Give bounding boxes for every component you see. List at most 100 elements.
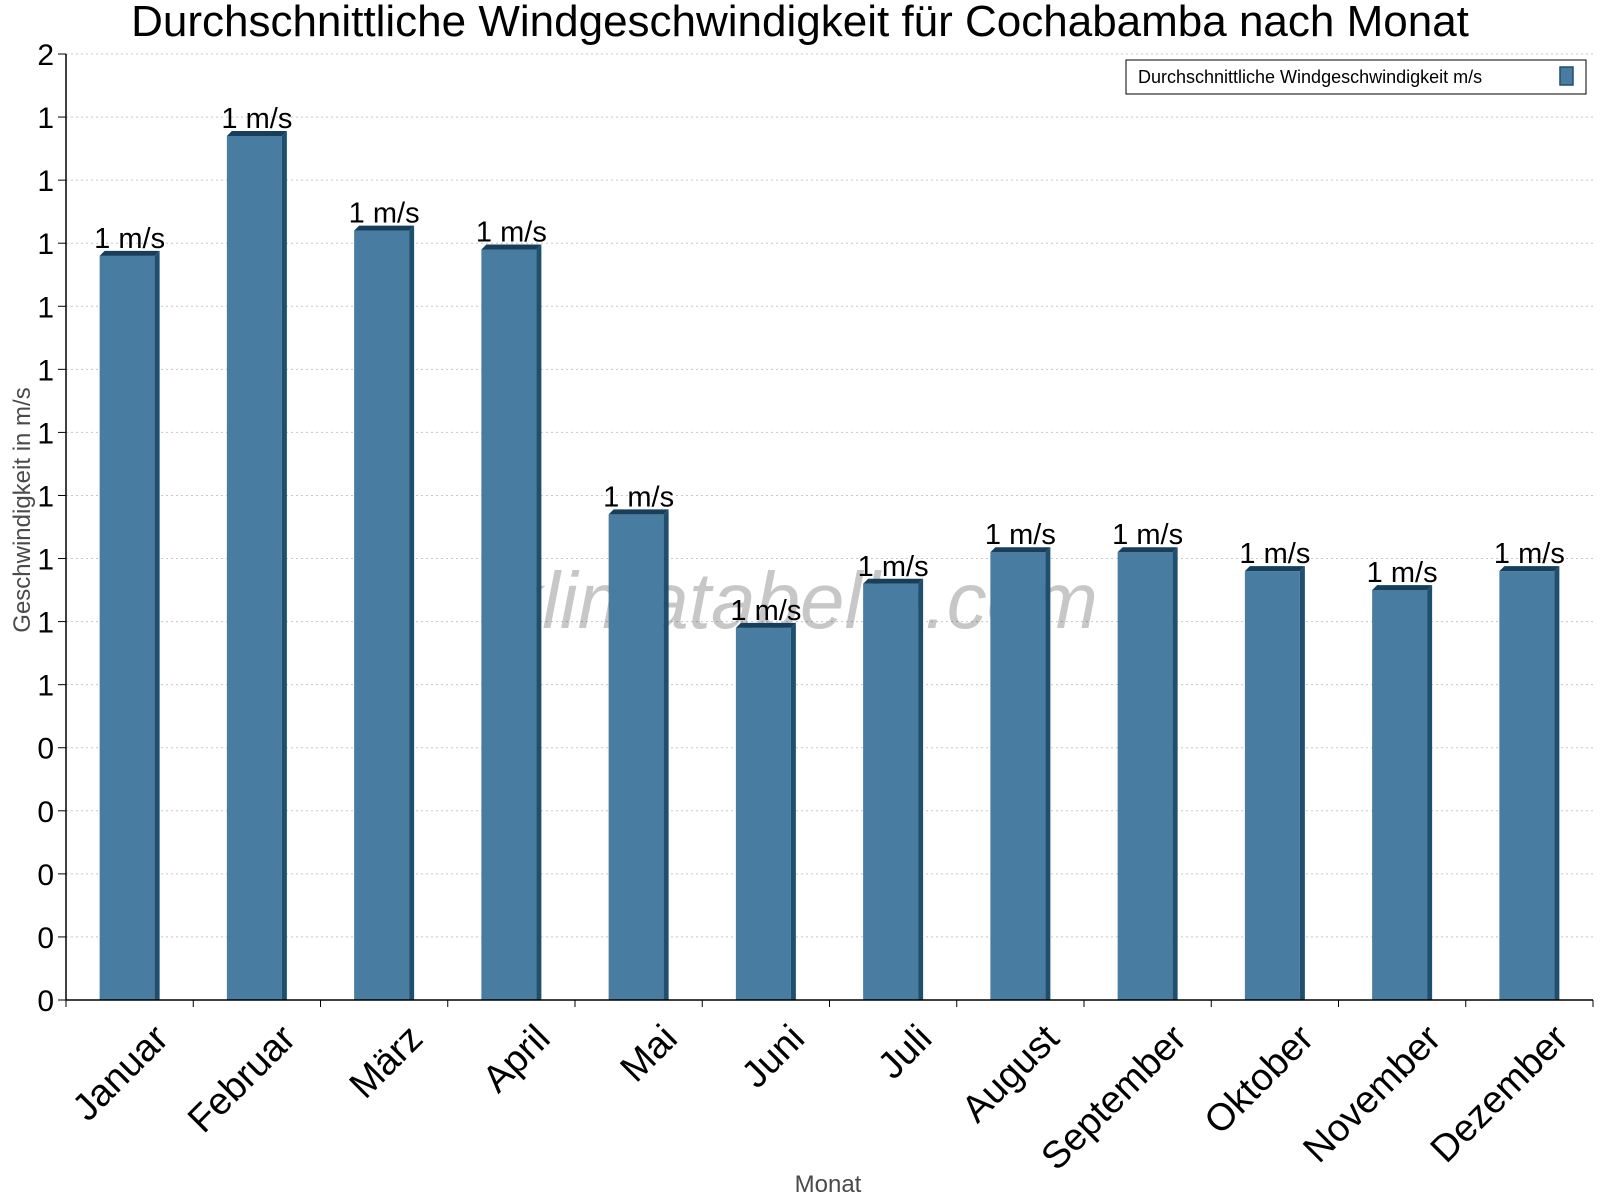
- data-label: 1 m/s: [858, 551, 929, 583]
- bar: [1244, 566, 1305, 1000]
- y-tick-label: 1: [37, 228, 54, 261]
- y-tick-labels: 0 0 0 0 0 1 1 1 1 1 1 1 1 1 1 2: [37, 39, 54, 1018]
- bar-side: [663, 509, 669, 1000]
- bar-side: [1045, 547, 1051, 1000]
- y-tick-label: 1: [37, 102, 54, 135]
- legend-box: [1125, 59, 1587, 95]
- bar-top: [226, 130, 287, 136]
- data-label: 1 m/s: [603, 481, 674, 513]
- bar: [735, 622, 796, 1000]
- x-tick-label: März: [342, 1017, 431, 1106]
- y-tick-label: 1: [37, 291, 54, 324]
- bar-top: [863, 578, 924, 584]
- y-tick-label: 2: [37, 39, 54, 72]
- bar-side: [1554, 566, 1560, 1000]
- bar: [990, 547, 1051, 1000]
- bar-side: [790, 622, 796, 1000]
- bar-face: [608, 514, 664, 1000]
- bar-face: [354, 230, 410, 1000]
- y-tick-label: 1: [37, 607, 54, 640]
- bar-top: [99, 250, 160, 256]
- y-tick-label: 0: [37, 796, 54, 829]
- y-tick-label: 0: [37, 859, 54, 892]
- grid-lines: [66, 53, 1593, 938]
- bar-side: [1172, 547, 1178, 1000]
- bar: [99, 250, 160, 1000]
- data-label: 1 m/s: [1494, 538, 1565, 570]
- bar-top: [735, 622, 796, 628]
- data-label: 1 m/s: [221, 103, 292, 135]
- bar-face: [735, 627, 791, 1000]
- data-label: 1 m/s: [985, 519, 1056, 551]
- bar-side: [1299, 566, 1305, 1000]
- data-label: 1 m/s: [94, 223, 165, 255]
- bar-face: [1372, 590, 1428, 1000]
- bar-top: [481, 244, 542, 250]
- bars-group: [99, 130, 1560, 1001]
- bar-top: [1244, 566, 1305, 572]
- bar-face: [990, 552, 1046, 1000]
- axes-group: [58, 53, 1594, 1007]
- bar-side: [154, 250, 160, 1000]
- bar-face: [1244, 571, 1300, 1000]
- bar-side: [409, 225, 415, 1000]
- bar-face: [1499, 571, 1555, 1000]
- bar: [1117, 547, 1178, 1000]
- x-tick-label: April: [475, 1017, 558, 1100]
- bar-top: [1372, 585, 1433, 591]
- data-label: 1 m/s: [1239, 538, 1310, 570]
- data-label: 1 m/s: [349, 198, 420, 230]
- legend-label: Durchschnittliche Windgeschwindigkeit m/…: [1138, 67, 1482, 87]
- bar-top: [608, 509, 669, 515]
- bar: [608, 509, 669, 1000]
- y-tick-label: 1: [37, 544, 54, 577]
- bar-top: [354, 225, 415, 231]
- x-tick-label: November: [1296, 1017, 1450, 1171]
- y-tick-label: 1: [37, 417, 54, 450]
- x-axis-title: Monat: [795, 1171, 862, 1198]
- bar-face: [863, 583, 919, 1000]
- bar: [481, 244, 542, 1001]
- y-tick-label: 1: [37, 354, 54, 387]
- legend-swatch: [1559, 66, 1574, 86]
- chart-title: Durchschnittliche Windgeschwindigkeit fü…: [131, 0, 1469, 46]
- data-label: 1 m/s: [476, 217, 547, 249]
- x-tick-label: August: [954, 1017, 1068, 1131]
- bar-face: [99, 255, 155, 1000]
- x-tick-label: Mai: [613, 1017, 686, 1090]
- bar: [863, 578, 924, 1000]
- y-tick-label: 0: [37, 922, 54, 955]
- bar-top: [990, 547, 1051, 553]
- x-tick-label: Dezember: [1423, 1017, 1577, 1171]
- x-tick-label: Juli: [870, 1017, 940, 1087]
- data-label: 1 m/s: [730, 595, 801, 627]
- bar-face: [1117, 552, 1173, 1000]
- y-axis-title: Geschwindigkeit in m/s: [9, 387, 36, 632]
- bar-top: [1117, 547, 1178, 553]
- data-label: 1 m/s: [1367, 557, 1438, 589]
- bar: [226, 130, 287, 1000]
- y-tick-label: 1: [37, 670, 54, 703]
- x-tick-label: Februar: [180, 1017, 304, 1141]
- x-tick-label: Oktober: [1197, 1017, 1323, 1143]
- bar-face: [481, 249, 537, 1001]
- y-tick-label: 1: [37, 480, 54, 513]
- data-labels: 1 m/s 1 m/s 1 m/s 1 m/s 1 m/s 1 m/s 1 m/s 1 m/s…: [94, 103, 1565, 627]
- y-tick-label: 0: [37, 985, 54, 1018]
- bar-side: [536, 244, 542, 1001]
- y-tick-label: 0: [37, 733, 54, 766]
- bar-top: [1499, 566, 1560, 572]
- bar-side: [918, 578, 924, 1000]
- bar-face: [226, 135, 282, 1000]
- data-label: 1 m/s: [1112, 519, 1183, 551]
- bar-side: [1427, 585, 1433, 1000]
- bar-side: [281, 130, 287, 1000]
- x-tick-label: Januar: [65, 1017, 177, 1129]
- bar: [1372, 585, 1433, 1000]
- x-tick-label: Juni: [734, 1017, 813, 1096]
- bar: [354, 225, 415, 1000]
- x-tick-labels: Januar Februar März April Mai Juni Juli AugustS…: [65, 1017, 1577, 1178]
- legend: Durchschnittliche Windgeschwindigkeit m/…: [1125, 59, 1587, 95]
- bar: [1499, 566, 1560, 1000]
